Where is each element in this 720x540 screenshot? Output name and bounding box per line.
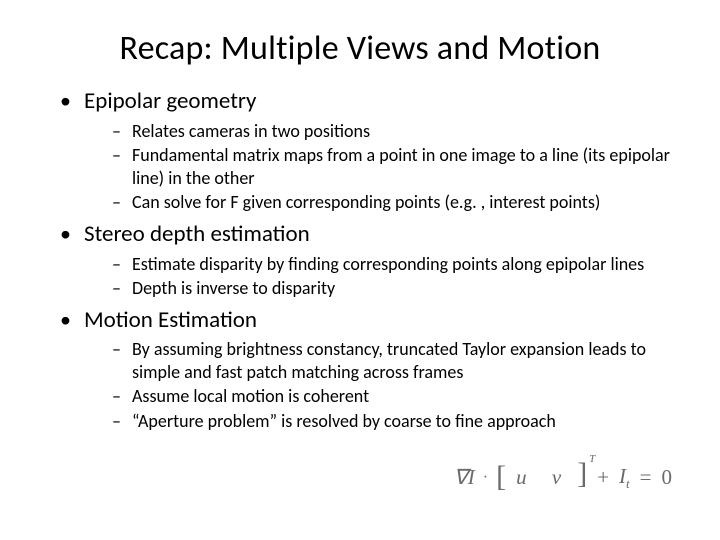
- bullet-list-level2: Relates cameras in two positions Fundame…: [84, 120, 680, 214]
- equation-dot: ·: [481, 469, 490, 487]
- equation: ∇I · [ u v ] T + It = 0: [454, 464, 672, 492]
- section-heading-text: Epipolar geometry: [84, 87, 256, 115]
- equation-transpose: T: [589, 453, 595, 465]
- bullet-list-level2: By assuming brightness constancy, trunca…: [84, 338, 680, 432]
- equation-right-bracket-wrap: ] T: [577, 465, 587, 490]
- bullet-item: Can solve for F given corresponding poin…: [112, 191, 680, 214]
- equation-It: It: [619, 464, 630, 492]
- bullet-item: “Aperture problem” is resolved by coarse…: [112, 410, 680, 433]
- slide: Recap: Multiple Views and Motion Epipola…: [0, 0, 720, 540]
- bullet-item: Relates cameras in two positions: [112, 120, 680, 143]
- equation-zero: 0: [662, 465, 673, 490]
- equation-It-I: I: [619, 464, 626, 488]
- bullet-list-level2: Estimate disparity by finding correspond…: [84, 253, 680, 300]
- bullet-item: Estimate disparity by finding correspond…: [112, 253, 680, 276]
- bullet-item: Depth is inverse to disparity: [112, 277, 680, 300]
- equation-vector: u v: [512, 465, 571, 490]
- equation-It-sub: t: [626, 476, 630, 491]
- bullet-item: Fundamental matrix maps from a point in …: [112, 144, 680, 189]
- section-heading-text: Stereo depth estimation: [84, 220, 310, 248]
- equation-equals: =: [636, 465, 656, 490]
- section-heading-text: Motion Estimation: [84, 306, 257, 334]
- equation-gradient: ∇I: [454, 465, 475, 490]
- section-heading: Epipolar geometry Relates cameras in two…: [60, 87, 680, 214]
- section-heading: Stereo depth estimation Estimate dispari…: [60, 220, 680, 300]
- bullet-item: By assuming brightness constancy, trunca…: [112, 338, 680, 383]
- equation-right-bracket: ]: [577, 457, 587, 490]
- section-heading: Motion Estimation By assuming brightness…: [60, 306, 680, 433]
- bullet-list-level1: Epipolar geometry Relates cameras in two…: [40, 87, 680, 432]
- slide-title: Recap: Multiple Views and Motion: [40, 28, 680, 69]
- equation-plus: +: [593, 465, 613, 490]
- bullet-item: Assume local motion is coherent: [112, 385, 680, 408]
